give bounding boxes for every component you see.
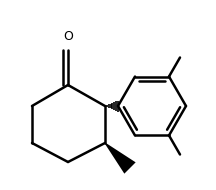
Text: O: O [63,30,73,43]
Polygon shape [105,143,136,174]
